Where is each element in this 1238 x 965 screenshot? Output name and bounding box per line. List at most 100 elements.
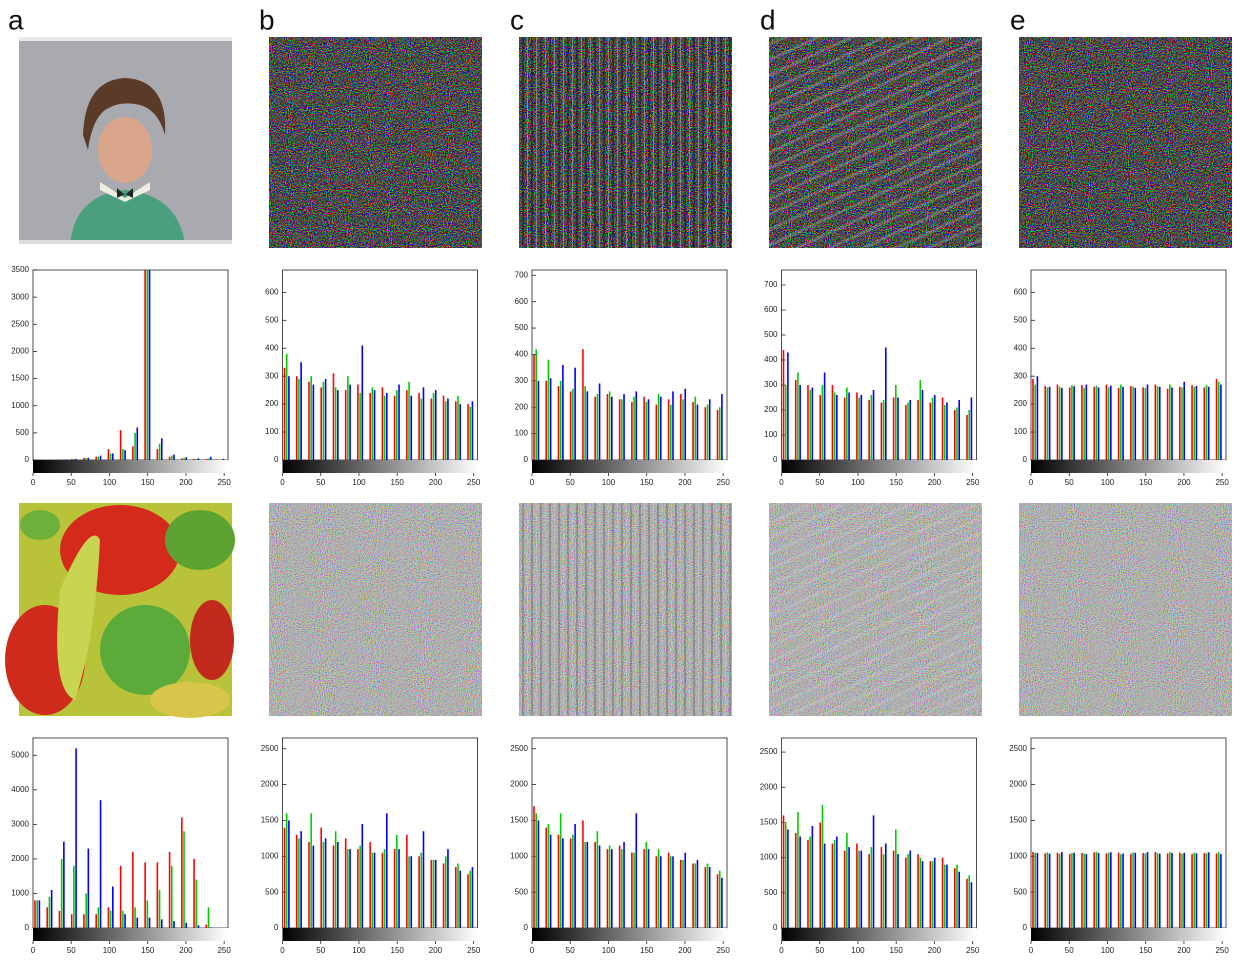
y-tick-label: 0 — [524, 455, 529, 464]
x-tick-label: 250 — [1215, 946, 1229, 955]
y-tick-label: 500 — [764, 888, 778, 897]
x-tick-label: 0 — [779, 946, 784, 955]
gray-scale-bar — [1031, 928, 1226, 941]
y-tick-label: 500 — [265, 315, 279, 324]
y-tick-label: 1500 — [760, 818, 778, 827]
y-tick-label: 100 — [764, 430, 778, 439]
panel-label: b — [259, 4, 275, 35]
x-tick-label: 250 — [467, 946, 481, 955]
gray-scale-bar — [33, 460, 228, 473]
gray-scale-bar — [532, 928, 727, 941]
y-tick-label: 0 — [25, 455, 30, 464]
y-tick-label: 0 — [274, 455, 279, 464]
x-tick-label: 200 — [928, 478, 942, 487]
x-tick-label: 0 — [1029, 478, 1034, 487]
x-tick-label: 250 — [716, 946, 730, 955]
y-tick-label: 600 — [1014, 287, 1028, 296]
gray-scale-bar — [782, 460, 977, 473]
x-tick-label: 50 — [566, 478, 575, 487]
peppers-image — [5, 503, 235, 718]
y-tick-label: 700 — [515, 270, 529, 279]
x-tick-label: 250 — [1215, 478, 1229, 487]
x-tick-label: 200 — [928, 946, 942, 955]
y-tick-label: 2500 — [510, 744, 528, 753]
x-tick-label: 50 — [815, 946, 824, 955]
y-tick-label: 0 — [773, 455, 778, 464]
x-tick-label: 200 — [1177, 946, 1191, 955]
y-tick-label: 300 — [265, 371, 279, 380]
x-tick-label: 100 — [352, 478, 366, 487]
y-tick-label: 500 — [515, 323, 529, 332]
x-tick-label: 200 — [429, 478, 443, 487]
y-tick-label: 2000 — [261, 780, 279, 789]
x-tick-label: 50 — [67, 478, 76, 487]
y-tick-label: 500 — [1014, 315, 1028, 324]
x-tick-label: 150 — [640, 946, 654, 955]
x-tick-label: 0 — [280, 478, 285, 487]
x-tick-label: 250 — [966, 478, 980, 487]
y-tick-label: 5000 — [11, 750, 29, 759]
y-tick-label: 3000 — [11, 292, 29, 301]
x-tick-label: 50 — [566, 946, 575, 955]
y-tick-label: 400 — [1014, 343, 1028, 352]
y-tick-label: 0 — [25, 923, 30, 932]
x-tick-label: 200 — [678, 478, 692, 487]
histogram: 05001000150020002500050100150200250 — [510, 738, 730, 955]
x-tick-label: 200 — [179, 478, 193, 487]
x-tick-label: 250 — [716, 478, 730, 487]
x-tick-label: 200 — [429, 946, 443, 955]
y-tick-label: 100 — [515, 429, 529, 438]
x-tick-label: 100 — [1101, 946, 1115, 955]
histogram: 0500100015002000250030003500050100150200… — [11, 265, 231, 487]
gray-scale-bar — [1031, 460, 1226, 473]
x-tick-label: 0 — [280, 946, 285, 955]
y-tick-label: 600 — [515, 297, 529, 306]
y-tick-label: 300 — [764, 380, 778, 389]
x-tick-label: 150 — [391, 946, 405, 955]
panel-label: d — [760, 4, 776, 35]
x-tick-label: 150 — [391, 478, 405, 487]
y-tick-label: 1000 — [1009, 851, 1027, 860]
y-tick-label: 1500 — [1009, 816, 1027, 825]
x-tick-label: 0 — [31, 946, 36, 955]
y-tick-label: 1000 — [11, 401, 29, 410]
y-tick-label: 500 — [764, 330, 778, 339]
x-tick-label: 150 — [1139, 946, 1153, 955]
y-tick-label: 500 — [16, 428, 30, 437]
y-tick-label: 200 — [764, 405, 778, 414]
x-tick-label: 100 — [602, 478, 616, 487]
y-tick-label: 2000 — [510, 780, 528, 789]
panel-label: e — [1010, 4, 1026, 35]
y-tick-label: 1000 — [760, 853, 778, 862]
y-tick-label: 3500 — [11, 265, 29, 274]
x-tick-label: 100 — [352, 946, 366, 955]
x-tick-label: 50 — [1065, 478, 1074, 487]
gray-scale-bar — [283, 460, 478, 473]
x-tick-label: 150 — [141, 478, 155, 487]
x-tick-label: 100 — [103, 478, 117, 487]
x-tick-label: 200 — [179, 946, 193, 955]
y-tick-label: 2500 — [261, 744, 279, 753]
x-tick-label: 0 — [530, 946, 535, 955]
y-tick-label: 1500 — [11, 374, 29, 383]
gray-scale-bar — [532, 460, 727, 473]
y-tick-label: 700 — [764, 280, 778, 289]
x-tick-label: 150 — [890, 946, 904, 955]
y-tick-label: 300 — [1014, 371, 1028, 380]
histogram: 05001000150020002500050100150200250 — [261, 738, 481, 955]
x-tick-label: 50 — [815, 478, 824, 487]
x-tick-label: 100 — [602, 946, 616, 955]
x-tick-label: 100 — [103, 946, 117, 955]
x-tick-label: 50 — [316, 946, 325, 955]
x-tick-label: 250 — [966, 946, 980, 955]
y-tick-label: 4000 — [11, 785, 29, 794]
y-tick-label: 0 — [1023, 923, 1028, 932]
y-tick-label: 400 — [265, 343, 279, 352]
y-tick-label: 3000 — [11, 819, 29, 828]
